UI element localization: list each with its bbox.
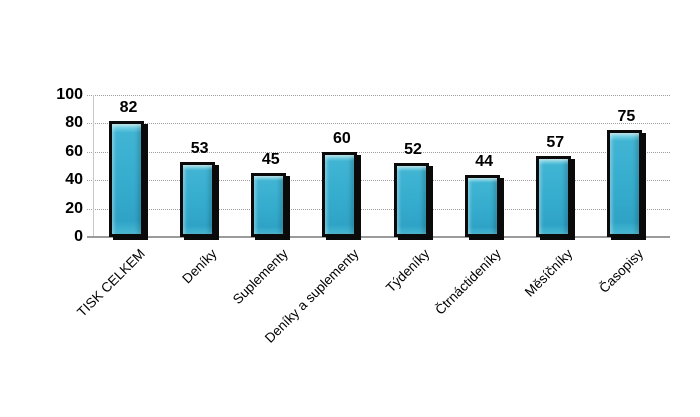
y-tick-label: 80 bbox=[65, 114, 83, 132]
gridline-80 bbox=[87, 123, 670, 125]
bar-3 bbox=[251, 173, 287, 237]
y-tick-label: 20 bbox=[65, 199, 83, 217]
bar-column-2: 53 bbox=[164, 95, 235, 237]
gridline-100 bbox=[87, 95, 670, 96]
x-tick-label-5: Týdeníky bbox=[383, 246, 433, 296]
bar-column-8: 75 bbox=[591, 95, 662, 237]
x-tick-label-6: Čtrnáctideníky bbox=[432, 246, 504, 318]
x-tick-label-1: TISK CELKEM bbox=[74, 246, 149, 320]
bar-value-label: 53 bbox=[190, 140, 209, 157]
x-tick-label-8: Časopisy bbox=[596, 246, 647, 296]
plot-area: 82 53 45 60 52 44 57 75 bbox=[87, 95, 670, 238]
bar-column-4: 60 bbox=[306, 95, 377, 237]
bar-column-7: 57 bbox=[520, 95, 591, 237]
bar-column-3: 45 bbox=[235, 95, 306, 237]
y-tick-label: 40 bbox=[65, 171, 83, 189]
bar-value-label: 45 bbox=[261, 151, 280, 168]
x-tick-label-3: Suplementy bbox=[229, 246, 291, 308]
bar-value-label: 75 bbox=[617, 108, 636, 125]
bar-value-label: 57 bbox=[546, 134, 565, 151]
y-axis-line bbox=[93, 95, 94, 237]
x-tick-label-7: Měsíčníky bbox=[521, 246, 575, 300]
bar-1 bbox=[109, 121, 145, 237]
gridline-40 bbox=[87, 180, 670, 182]
x-tick-label-2: Deníky bbox=[178, 246, 220, 287]
y-tick-label: 100 bbox=[56, 86, 83, 103]
bar-5 bbox=[393, 163, 429, 237]
y-tick-label: 0 bbox=[74, 228, 83, 245]
bar-column-1: 82 bbox=[93, 95, 164, 237]
bar-column-6: 44 bbox=[449, 95, 520, 237]
y-tick-label: 60 bbox=[65, 142, 83, 160]
bar-4 bbox=[322, 152, 358, 237]
bar-value-label: 82 bbox=[119, 99, 138, 116]
bar-value-label: 44 bbox=[475, 153, 494, 170]
bar-value-label: 52 bbox=[404, 141, 422, 158]
bar-8 bbox=[606, 130, 642, 237]
bar-6 bbox=[464, 175, 500, 237]
gridline-60 bbox=[87, 151, 670, 153]
bar-2 bbox=[180, 162, 216, 237]
bar-series: 82 53 45 60 52 44 57 75 bbox=[93, 95, 662, 237]
gridline-20 bbox=[87, 208, 670, 210]
x-axis-line bbox=[87, 236, 670, 238]
bar-column-5: 52 bbox=[378, 95, 449, 237]
bar-7 bbox=[535, 156, 571, 237]
bar-value-label: 60 bbox=[333, 130, 351, 147]
